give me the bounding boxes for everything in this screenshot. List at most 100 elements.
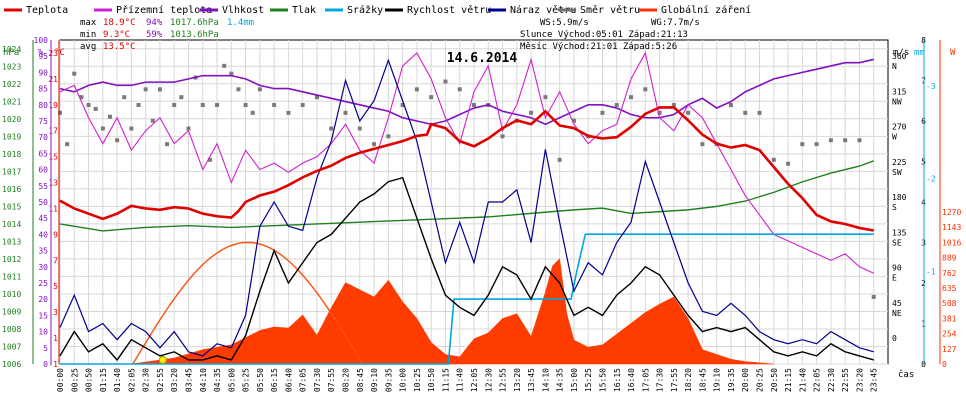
axis-tick-w: 889 bbox=[942, 254, 957, 263]
winddir-point bbox=[107, 114, 112, 119]
winddir-point bbox=[343, 110, 348, 115]
winddir-point bbox=[600, 110, 605, 115]
winddir-point bbox=[728, 103, 733, 107]
winddir-point bbox=[500, 134, 505, 139]
winddir-point bbox=[136, 103, 141, 107]
axis-unit-hpa: hPa bbox=[3, 48, 19, 58]
axis-tick-temp: 13 bbox=[48, 179, 58, 188]
axis-tick-direction: 90 bbox=[892, 264, 902, 273]
axis-tick-mm: -1 bbox=[926, 267, 936, 276]
axis-tick-time: 07:05 bbox=[299, 368, 308, 392]
winddir-point bbox=[86, 103, 91, 107]
axis-unit-mm: mm bbox=[914, 48, 925, 58]
axis-tick-time: 21:15 bbox=[784, 368, 793, 392]
axis-tick-time: 00:25 bbox=[70, 368, 79, 392]
axis-tick-direction: 45 bbox=[892, 299, 902, 308]
axis-unit-w: W bbox=[950, 48, 956, 58]
stats-label: max bbox=[80, 18, 97, 28]
winddir-point bbox=[414, 87, 419, 92]
axis-tick-pct: 75 bbox=[38, 117, 48, 126]
axis-tick-hpa: 1021 bbox=[2, 97, 21, 106]
stats-ws: WS:5.9m/s bbox=[540, 18, 589, 28]
winddir-point bbox=[429, 95, 434, 100]
legend-label: Globální záření bbox=[661, 4, 751, 16]
axis-tick-direction: SE bbox=[892, 238, 902, 247]
axis-tick-time: 08:20 bbox=[342, 368, 351, 392]
axis-tick-pct: 25 bbox=[38, 279, 48, 288]
winddir-point bbox=[671, 103, 676, 107]
winddir-point bbox=[207, 157, 212, 162]
axis-tick-pct: 65 bbox=[38, 149, 48, 158]
axis-tick-time: 19:35 bbox=[727, 368, 736, 392]
axis-tick-direction: NW bbox=[892, 97, 902, 106]
axis-tick-direction: 360 bbox=[892, 52, 907, 61]
series-pressure bbox=[59, 160, 874, 232]
axis-tick-hpa: 1014 bbox=[2, 220, 21, 229]
winddir-point bbox=[250, 110, 255, 115]
winddir-point bbox=[857, 138, 862, 143]
axis-tick-hpa: 1024 bbox=[2, 45, 21, 54]
stats-value: 1013.6hPa bbox=[170, 30, 219, 40]
axis-tick-hpa: 1022 bbox=[2, 80, 21, 89]
winddir-point bbox=[200, 103, 205, 107]
sunrise-marker bbox=[158, 356, 167, 364]
legend-label: Náraz větru bbox=[510, 4, 576, 16]
winddir-point bbox=[143, 87, 148, 92]
axis-tick-direction: NE bbox=[892, 309, 902, 318]
axis-tick-time: 11:15 bbox=[441, 368, 450, 392]
axis-tick-time: 04:35 bbox=[213, 368, 222, 392]
axis-tick-temp: 1 bbox=[53, 334, 58, 343]
winddir-point bbox=[129, 126, 134, 131]
axis-tick-time: 16:40 bbox=[627, 368, 636, 392]
legend-label: Tlak bbox=[292, 5, 316, 16]
stats-label: min bbox=[80, 30, 96, 40]
series-solar-theoretical bbox=[132, 241, 364, 365]
axis-tick-pct: 0 bbox=[43, 360, 48, 369]
axis-tick-temp: -1 bbox=[48, 360, 58, 369]
axis-tick-hpa: 1006 bbox=[2, 360, 21, 369]
axis-tick-pct: 100 bbox=[34, 36, 49, 45]
axis-tick-time: 20:50 bbox=[770, 368, 779, 392]
axis-tick-pct: 60 bbox=[38, 166, 48, 175]
stats-label: avg bbox=[80, 42, 96, 52]
winddir-point bbox=[172, 103, 177, 107]
winddir-point bbox=[757, 110, 762, 115]
axis-tick-pct: 10 bbox=[38, 328, 48, 337]
axis-tick-w: 1270 bbox=[942, 208, 961, 217]
winddir-point bbox=[828, 138, 833, 143]
axis-tick-time: 06:15 bbox=[270, 368, 279, 392]
axis-tick-pct: 80 bbox=[38, 101, 48, 110]
axis-tick-hpa: 1018 bbox=[2, 150, 21, 159]
axis-tick-hpa: 1009 bbox=[2, 307, 21, 316]
winddir-point bbox=[115, 138, 120, 143]
axis-tick-time: 02:30 bbox=[142, 368, 151, 392]
winddir-point bbox=[165, 142, 170, 147]
axis-tick-mm: -3 bbox=[926, 82, 936, 91]
winddir-point bbox=[215, 103, 220, 107]
winddir-point bbox=[571, 118, 576, 123]
winddir-point bbox=[743, 110, 748, 115]
axis-tick-time: 00:50 bbox=[85, 368, 94, 392]
axis-tick-direction: SW bbox=[892, 168, 902, 177]
axis-tick-time: 09:35 bbox=[384, 368, 393, 392]
winddir-point bbox=[329, 126, 334, 131]
axis-tick-pct: 20 bbox=[38, 295, 48, 304]
winddir-point bbox=[614, 103, 619, 107]
winddir-point bbox=[700, 142, 705, 147]
axis-tick-pct: 85 bbox=[38, 85, 48, 94]
axis-tick-temp: 5 bbox=[53, 282, 58, 291]
winddir-point bbox=[871, 294, 876, 299]
axis-tick-pct: 95 bbox=[38, 52, 48, 61]
stats-value: 1017.6hPa bbox=[170, 18, 219, 28]
axis-tick-time: 09:10 bbox=[370, 368, 379, 392]
legend-label: Rychlost větru bbox=[407, 4, 491, 16]
winddir-point bbox=[529, 110, 534, 115]
axis-tick-time: 05:50 bbox=[256, 368, 265, 392]
axis-tick-hpa: 1010 bbox=[2, 290, 21, 299]
winddir-point bbox=[543, 95, 548, 100]
axis-tick-w: 0 bbox=[942, 360, 947, 369]
winddir-point bbox=[786, 161, 791, 166]
axis-tick-pct: 40 bbox=[38, 230, 48, 239]
axis-tick-hpa: 1007 bbox=[2, 342, 21, 351]
